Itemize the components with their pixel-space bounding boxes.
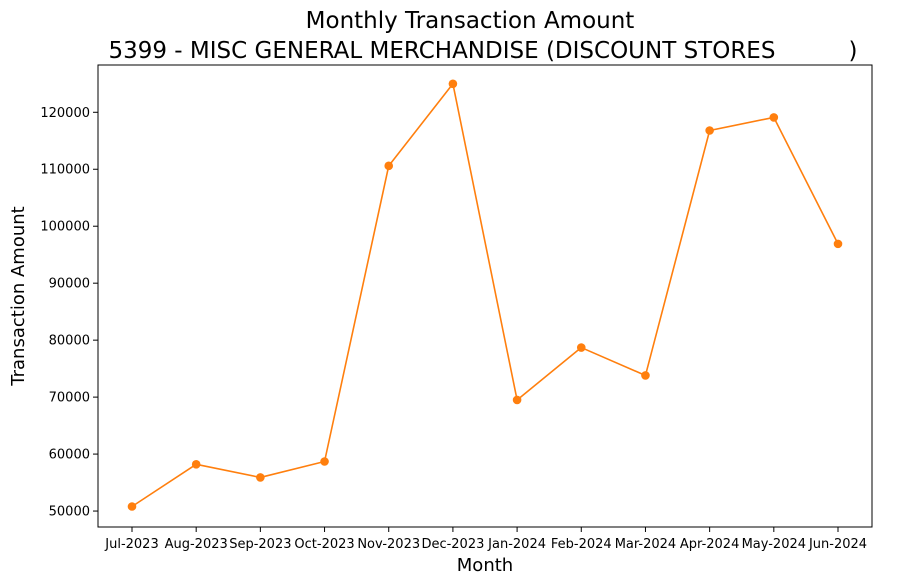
data-point — [641, 371, 650, 380]
y-tick-label: 90000 — [49, 277, 90, 292]
data-point — [448, 79, 458, 89]
series-line — [131, 82, 839, 508]
y-tick-label: 70000 — [49, 391, 90, 406]
y-axis-label: Transaction Amount — [8, 206, 29, 386]
chart-title: Monthly Transaction Amount — [306, 8, 635, 34]
y-tick-label: 120000 — [40, 106, 90, 121]
x-axis-label: Month — [457, 555, 513, 576]
data-point — [256, 473, 265, 482]
y-axis: 50000 60000 70000 80000 90000 100000 110000 120… — [40, 106, 98, 520]
y-tick-label: 80000 — [49, 334, 90, 349]
x-tick-label: Aug-2023 — [165, 537, 228, 552]
y-tick-label: 50000 — [49, 505, 90, 520]
data-point — [127, 502, 137, 511]
y-tick-label: 110000 — [40, 163, 90, 178]
data-point — [512, 395, 522, 405]
data-point — [384, 161, 394, 171]
data-point — [705, 126, 714, 135]
data-point — [191, 460, 201, 469]
x-tick-label: Dec-2023 — [421, 537, 484, 552]
data-point — [320, 457, 329, 466]
x-tick-label: Jun-2024 — [808, 537, 867, 552]
data-point — [833, 239, 843, 249]
series-layer — [127, 79, 843, 511]
x-tick-label: Feb-2024 — [551, 537, 612, 552]
x-axis: Jul-2023 Aug-2023 Sep-2023 Oct-2023 Nov-2023… — [104, 527, 867, 552]
x-tick-label: Nov-2023 — [357, 537, 420, 552]
y-tick-label: 100000 — [40, 220, 90, 235]
x-tick-label: Jan-2024 — [487, 537, 546, 552]
x-tick-label: Sep-2023 — [229, 537, 291, 552]
x-tick-label: Mar-2024 — [615, 537, 676, 552]
y-tick-label: 60000 — [49, 448, 90, 463]
data-point — [576, 343, 586, 352]
x-tick-label: Jul-2023 — [104, 537, 158, 552]
data-point — [769, 113, 779, 122]
x-tick-label: May-2024 — [742, 537, 806, 552]
chart-subtitle: 5399 - MISC GENERAL MERCHANDISE (DISCOUN… — [108, 38, 857, 64]
x-tick-label: Oct-2023 — [294, 537, 354, 552]
x-tick-label: Apr-2024 — [680, 537, 739, 552]
plot-area — [97, 64, 873, 528]
